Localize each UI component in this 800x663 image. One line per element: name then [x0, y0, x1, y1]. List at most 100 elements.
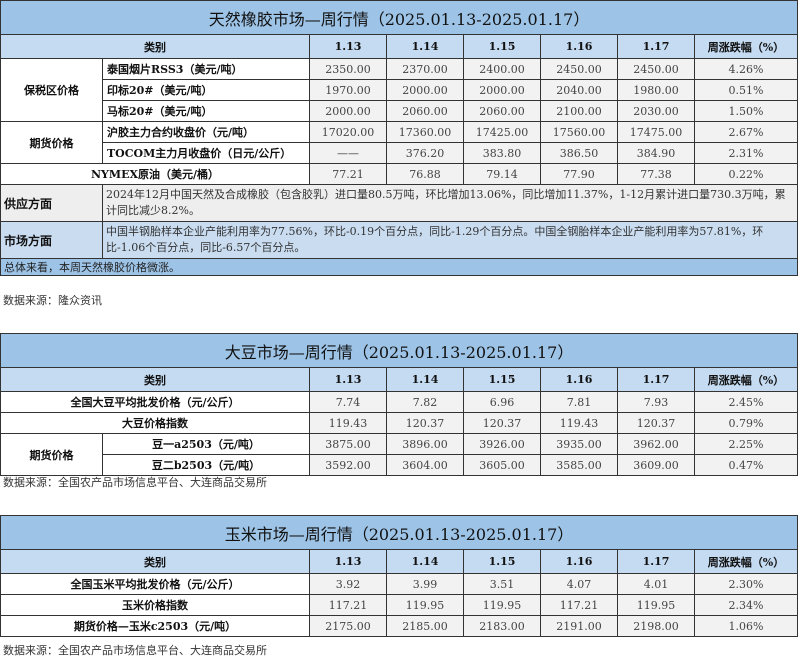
supply-label: 供应方面 — [0, 184, 103, 222]
header-change: 周涨跌幅（%） — [693, 549, 799, 574]
header-category: 类别 — [0, 549, 310, 574]
price-cell: 3604.00 — [386, 454, 464, 476]
change-cell: 0.79% — [693, 412, 799, 434]
price-cell: 2040.00 — [540, 79, 618, 101]
price-cell: 2030.00 — [617, 100, 695, 122]
price-cell: 3.92 — [309, 573, 387, 595]
price-cell: 2198.00 — [617, 615, 695, 637]
price-cell: 2175.00 — [309, 615, 387, 637]
price-cell: 2185.00 — [386, 615, 464, 637]
corn-table-section: 玉米市场—周行情（2025.01.13-2025.01.17） 类别 1.13 1… — [0, 515, 799, 637]
table-row: 全国大豆平均批发价格（元/公斤） 7.74 7.82 6.96 7.81 7.93 2.45… — [0, 391, 799, 413]
price-cell: 2183.00 — [463, 615, 541, 637]
change-cell: 4.26% — [693, 58, 799, 80]
header-date: 1.15 — [463, 34, 541, 59]
price-cell: 77.90 — [540, 163, 618, 185]
price-cell: 3926.00 — [463, 433, 541, 455]
price-cell: 2400.00 — [463, 58, 541, 80]
row-label: 马标20#（美元/吨） — [102, 100, 310, 122]
summary-text: 总体来看，本周天然橡胶价格微涨。 — [0, 258, 799, 276]
row-label: 玉米价格指数 — [0, 594, 310, 616]
price-cell: 3.99 — [386, 573, 464, 595]
row-label: 豆二b2503（元/吨） — [102, 454, 310, 476]
header-date: 1.16 — [540, 549, 618, 574]
price-cell: 120.37 — [617, 412, 695, 434]
change-cell: 0.22% — [693, 163, 799, 185]
header-date: 1.17 — [617, 549, 695, 574]
group-label: 期货价格 — [0, 121, 103, 164]
row-label: TOCOM主力月收盘价（日元/公斤） — [102, 142, 310, 164]
rubber-source: 数据来源：隆众资讯 — [3, 294, 102, 307]
header-date: 1.13 — [309, 549, 387, 574]
price-cell: 386.50 — [540, 142, 618, 164]
header-date: 1.15 — [463, 367, 541, 392]
market-label: 市场方面 — [0, 221, 103, 259]
change-cell: 2.34% — [693, 594, 799, 616]
corn-title: 玉米市场—周行情（2025.01.13-2025.01.17） — [0, 515, 799, 550]
price-cell: 376.20 — [386, 142, 464, 164]
price-cell: —— — [309, 142, 387, 164]
supply-text: 2024年12月中国天然及合成橡胶（包含胶乳）进口量80.5万吨，环比增加13.… — [101, 184, 799, 222]
price-cell: 17425.00 — [463, 121, 541, 143]
price-cell: 383.80 — [463, 142, 541, 164]
table-row: 马标20#（美元/吨） 2000.00 2060.00 2060.00 2100.00 2… — [1, 100, 799, 122]
price-cell: 76.88 — [386, 163, 464, 185]
price-cell: 4.07 — [540, 573, 618, 595]
soybean-title: 大豆市场—周行情（2025.01.13-2025.01.17） — [0, 333, 799, 368]
price-cell: 119.95 — [386, 594, 464, 616]
change-cell: 2.25% — [693, 433, 799, 455]
price-cell: 3875.00 — [309, 433, 387, 455]
price-cell: 119.43 — [540, 412, 618, 434]
table-row: 豆二b2503（元/吨） 3592.00 3604.00 3605.00 3585.00… — [1, 454, 799, 476]
change-cell: 2.45% — [693, 391, 799, 413]
price-cell: 2450.00 — [617, 58, 695, 80]
rubber-title: 天然橡胶市场—周行情（2025.01.13-2025.01.17） — [0, 0, 799, 35]
table-row: 印标20#（美元/吨） 1970.00 2000.00 2000.00 2040.00 1… — [1, 79, 799, 101]
table-row: TOCOM主力月收盘价（日元/公斤） —— 376.20 383.80 386.50 38… — [1, 142, 799, 164]
table-row: 期货价格—玉米c2503（元/吨） 2175.00 2185.00 2183.00 21… — [0, 615, 799, 637]
change-cell: 2.67% — [693, 121, 799, 143]
header-date: 1.16 — [540, 34, 618, 59]
price-cell: 4.01 — [617, 573, 695, 595]
price-cell: 2000.00 — [309, 100, 387, 122]
market-text: 中国半钢胎样本企业产能利用率为77.56%，环比-0.19个百分点，同比-1.2… — [101, 221, 799, 259]
change-cell: 1.50% — [693, 100, 799, 122]
soybean-table: 大豆市场—周行情（2025.01.13-2025.01.17） 类别 1.13 1… — [0, 333, 799, 476]
price-cell: 7.74 — [309, 391, 387, 413]
price-cell: 2000.00 — [463, 79, 541, 101]
price-cell: 6.96 — [463, 391, 541, 413]
price-cell: 117.21 — [540, 594, 618, 616]
price-cell: 3.51 — [463, 573, 541, 595]
price-cell: 3592.00 — [309, 454, 387, 476]
price-cell: 1970.00 — [309, 79, 387, 101]
price-cell: 17020.00 — [309, 121, 387, 143]
price-cell: 7.93 — [617, 391, 695, 413]
price-cell: 119.95 — [617, 594, 695, 616]
price-cell: 120.37 — [386, 412, 464, 434]
table-row: 期货价格 豆一a2503（元/吨） 3875.00 3896.00 3926.00 393… — [0, 433, 799, 476]
row-label: 印标20#（美元/吨） — [102, 79, 310, 101]
table-row: 全国玉米平均批发价格（元/公斤） 3.92 3.99 3.51 4.07 4.01 2.30… — [0, 573, 799, 595]
header-date: 1.14 — [386, 549, 464, 574]
header-category: 类别 — [0, 34, 310, 59]
price-cell: 3935.00 — [540, 433, 618, 455]
price-cell: 17360.00 — [386, 121, 464, 143]
row-label: 期货价格—玉米c2503（元/吨） — [0, 615, 310, 637]
change-cell: 2.31% — [693, 142, 799, 164]
change-cell: 0.51% — [693, 79, 799, 101]
header-date: 1.14 — [386, 367, 464, 392]
table-row: 保税区价格 泰国烟片RSS3（美元/吨） 2350.00 2370.00 2400.00… — [0, 58, 799, 122]
header-date: 1.14 — [386, 34, 464, 59]
header-date: 1.15 — [463, 549, 541, 574]
price-cell: 2060.00 — [386, 100, 464, 122]
table-row: NYMEX原油（美元/桶） 77.21 76.88 79.14 77.90 77.38 0.… — [0, 163, 799, 185]
header-date: 1.13 — [309, 367, 387, 392]
change-cell: 2.30% — [693, 573, 799, 595]
price-cell: 119.95 — [463, 594, 541, 616]
header-change: 周涨跌幅（%） — [693, 34, 799, 59]
table-row: 期货价格 沪胶主力合约收盘价（元/吨） 17020.00 17360.00 17425.… — [0, 121, 799, 164]
price-cell: 384.90 — [617, 142, 695, 164]
row-label: 全国大豆平均批发价格（元/公斤） — [0, 391, 310, 413]
soybean-source: 数据来源：全国农产品市场信息平台、大连商品交易所 — [3, 476, 267, 489]
price-cell: 17475.00 — [617, 121, 695, 143]
